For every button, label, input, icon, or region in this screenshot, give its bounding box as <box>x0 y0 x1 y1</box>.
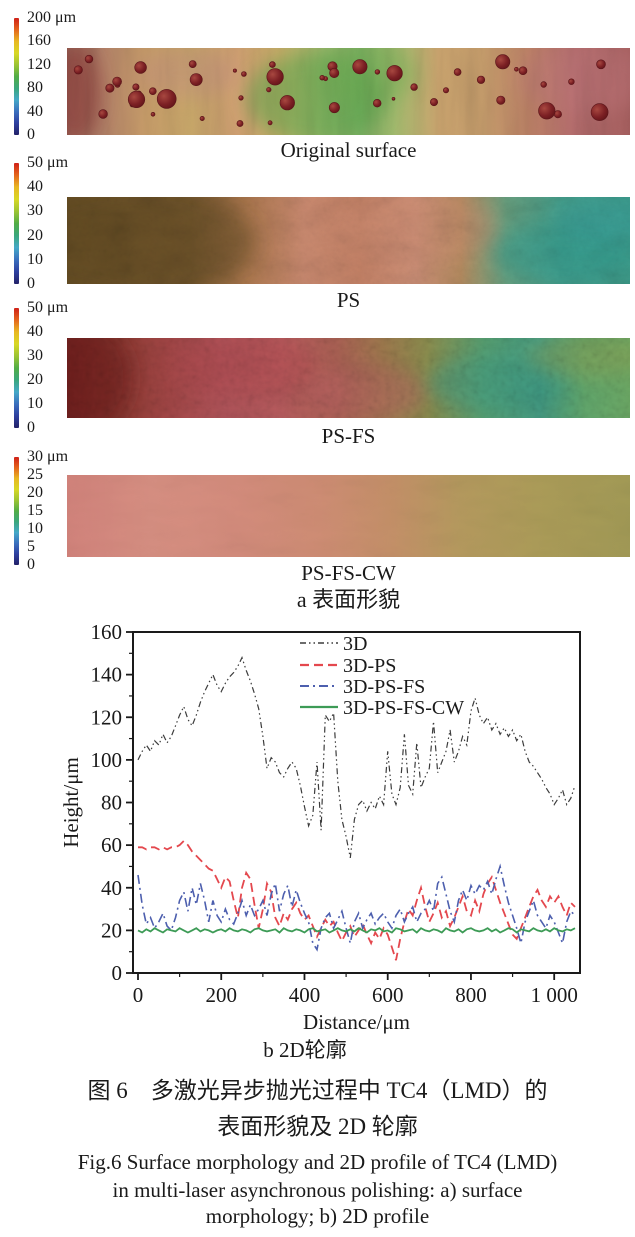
colorbar-tick-label: 50 μm <box>27 154 69 171</box>
svg-text:800: 800 <box>455 983 487 1007</box>
caption-english-line3: morphology; b) 2D profile <box>205 1204 430 1228</box>
caption-chinese-line1: 图 6 多激光异步抛光过程中 TC4（LMD）的 <box>87 1078 548 1103</box>
colorbar-tick-label: 30 <box>27 347 43 364</box>
colorbar-tick-label: 10 <box>27 395 43 412</box>
series-3D-PS-FS <box>137 863 576 952</box>
colorbar-gradient <box>14 163 19 284</box>
svg-text:80: 80 <box>101 791 122 815</box>
morphology-image-ps <box>67 197 630 284</box>
svg-text:400: 400 <box>289 983 321 1007</box>
colorbar-tick-label: 15 <box>27 502 43 519</box>
svg-text:1 000: 1 000 <box>531 983 578 1007</box>
colorbar-tick-label: 30 <box>27 202 43 220</box>
colorbar-gradient <box>14 457 19 565</box>
sub-figure-b-label: b 2D轮廓 <box>263 1038 347 1062</box>
colorbar-labels: 200 μm 160 120 80 40 0 <box>27 9 79 143</box>
colorbar-gradient <box>14 308 19 428</box>
svg-text:600: 600 <box>372 983 404 1007</box>
colorbar-tick-label: 0 <box>27 126 35 143</box>
colorbar-tick-label: 200 μm <box>27 9 77 26</box>
caption-chinese-line2: 表面形貌及 2D 轮廓 <box>217 1114 418 1139</box>
svg-text:20: 20 <box>101 918 122 942</box>
morphology-image-original-surface <box>67 48 630 135</box>
svg-text:3D-PS: 3D-PS <box>343 655 396 677</box>
svg-text:3D: 3D <box>343 633 367 655</box>
y-axis-title: Height/μm <box>59 757 83 848</box>
colorbar-tick-label: 20 <box>27 371 43 388</box>
colorbar-tick-label: 5 <box>27 538 35 555</box>
colorbar-tick-label: 30 μm <box>27 448 69 465</box>
colorbar-tick-label: 50 μm <box>27 299 69 316</box>
sub-figure-a-label: a 表面形貌 <box>296 587 401 612</box>
caption-english-line2: in multi-laser asynchronous polishing: a… <box>112 1178 523 1202</box>
colorbar-tick-label: 0 <box>27 419 35 436</box>
series-3D-PS <box>138 839 576 961</box>
colorbar-tick-label: 0 <box>27 556 35 573</box>
colorbar-tick-label: 40 <box>27 178 43 196</box>
x-axis-title: Distance/μm <box>303 1010 410 1034</box>
colorbar-labels: 30 μm 25 20 15 10 5 0 <box>27 448 79 573</box>
svg-text:40: 40 <box>101 876 122 900</box>
morphology-image-ps-fs-cw <box>67 475 630 557</box>
colorbar-tick-label: 20 <box>27 484 43 501</box>
colorbar-labels: 50 μm 40 30 20 10 0 <box>27 299 79 436</box>
svg-text:3D-PS-FS-CW: 3D-PS-FS-CW <box>343 697 464 719</box>
svg-text:60: 60 <box>101 833 122 857</box>
profile-chart: 0 20 40 60 80 100 120 140 160 0 200 400 600 800 1 000 H… <box>59 620 581 1034</box>
colorbar-tick-label: 0 <box>27 275 35 292</box>
svg-text:120: 120 <box>91 705 123 729</box>
colorbar-tick-label: 10 <box>27 250 43 268</box>
colorbar-tick-label: 160 <box>27 32 51 50</box>
colorbar-tick-label: 120 <box>27 55 51 73</box>
series-3D-PS-FS-CW <box>137 927 576 934</box>
svg-text:100: 100 <box>91 748 123 772</box>
svg-text:0: 0 <box>112 961 123 985</box>
panel-caption: Original surface <box>280 138 417 162</box>
morphology-image-ps-fs <box>67 338 630 418</box>
panel-caption: PS-FS-CW <box>301 561 396 585</box>
colorbar-tick-label: 80 <box>27 79 43 97</box>
colorbar-tick-label: 40 <box>27 323 43 340</box>
spatter-droplets <box>73 54 609 127</box>
svg-text:160: 160 <box>91 620 123 644</box>
svg-text:140: 140 <box>91 663 123 687</box>
colorbar-tick-label: 25 <box>27 466 43 483</box>
svg-text:0: 0 <box>133 983 144 1007</box>
colorbar-gradient <box>14 18 19 135</box>
caption-english-line1: Fig.6 Surface morphology and 2D profile … <box>77 1150 558 1174</box>
colorbar-tick-label: 10 <box>27 520 43 537</box>
colorbar-tick-label: 40 <box>27 102 43 120</box>
svg-text:3D-PS-FS: 3D-PS-FS <box>343 676 425 698</box>
panel-caption: PS <box>336 288 361 312</box>
panel-caption: PS-FS <box>321 424 376 448</box>
colorbar-labels: 50 μm 40 30 20 10 0 <box>27 154 79 292</box>
colorbar-tick-label: 20 <box>27 226 43 244</box>
svg-text:200: 200 <box>205 983 237 1007</box>
